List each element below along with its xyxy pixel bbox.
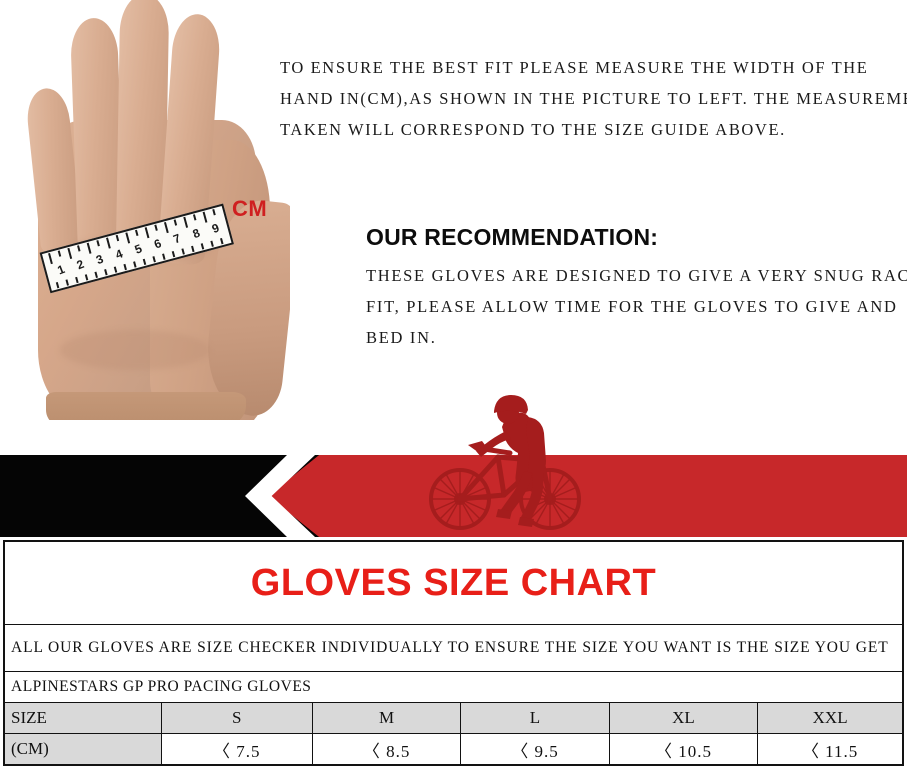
recommendation-heading: OUR RECOMMENDATION: (366, 224, 659, 250)
size-column-m: M (311, 702, 462, 734)
chart-model-name: ALPINESTARS GP PRO PACING GLOVES (3, 671, 904, 703)
tape-number: 9 (209, 220, 222, 237)
cm-value-m: 〈 8.5 (311, 733, 462, 766)
size-column-xl: XL (608, 702, 759, 734)
table-row-note: ALL OUR GLOVES ARE SIZE CHECKER INDIVIDU… (3, 624, 904, 672)
cm-unit-label: CM (232, 196, 268, 221)
tape-number: 6 (152, 236, 164, 252)
recommendation-section: OUR RECOMMENDATION: THESE GLOVES ARE DES… (366, 224, 907, 353)
tape-number: 2 (74, 256, 86, 273)
chart-title-cell: GLOVES SIZE CHART (3, 540, 904, 625)
recommendation-line: BED IN. (366, 328, 437, 347)
table-row-cm-values: (CM) 〈 7.5 〈 8.5 〈 9.5 〈 10.5 〈 11.5 (3, 733, 904, 766)
cm-value-xxl: 〈 11.5 (757, 733, 904, 766)
tape-number: 7 (171, 230, 183, 247)
table-row-title: GLOVES SIZE CHART (3, 540, 904, 625)
tape-number: 3 (94, 251, 106, 268)
row-header-cm: (CM) (3, 733, 162, 766)
intro-line: TO ENSURE THE BEST FIT PLEASE MEASURE TH… (280, 58, 869, 77)
tape-number: 1 (55, 262, 67, 278)
gloves-size-chart-table: GLOVES SIZE CHART ALL OUR GLOVES ARE SIZ… (3, 540, 904, 766)
decorative-banner (0, 395, 907, 537)
intro-line: TAKEN WILL CORRESPOND TO THE SIZE GUIDE … (280, 120, 786, 139)
cm-value-s: 〈 7.5 (160, 733, 313, 766)
page-title: GLOVES SIZE CHART (250, 561, 657, 604)
intro-line: HAND IN(CM),AS SHOWN IN THE PICTURE TO L… (280, 89, 907, 108)
recommendation-line: THESE GLOVES ARE DESIGNED TO GIVE A VERY… (366, 266, 907, 285)
table-row-model: ALPINESTARS GP PRO PACING GLOVES (3, 671, 904, 703)
recommendation-line: FIT, PLEASE ALLOW TIME FOR THE GLOVES TO… (366, 297, 898, 316)
intro-paragraph: TO ENSURE THE BEST FIT PLEASE MEASURE TH… (280, 52, 907, 145)
tape-number: 8 (190, 225, 202, 242)
table-row-size-header: SIZE S M L XL XXL (3, 702, 904, 734)
palm-shadow-2 (60, 330, 210, 370)
top-info-section: 1 2 3 4 5 6 7 8 9 CM TO ENSURE THE BEST … (0, 0, 907, 455)
banner-red-arrow (268, 455, 907, 537)
photo-bottom-crop (0, 420, 290, 455)
size-column-s: S (160, 702, 313, 734)
size-column-xxl: XXL (757, 702, 904, 734)
cyclist-silhouette-icon (429, 395, 581, 530)
chart-note: ALL OUR GLOVES ARE SIZE CHECKER INDIVIDU… (3, 624, 904, 672)
tape-number: 4 (113, 246, 125, 262)
row-header-size: SIZE (3, 702, 162, 734)
tape-number: 5 (132, 241, 144, 257)
cm-value-xl: 〈 10.5 (608, 733, 759, 766)
size-column-l: L (460, 702, 610, 734)
hand-measurement-photo: 1 2 3 4 5 6 7 8 9 CM (0, 0, 290, 455)
cm-value-l: 〈 9.5 (460, 733, 610, 766)
